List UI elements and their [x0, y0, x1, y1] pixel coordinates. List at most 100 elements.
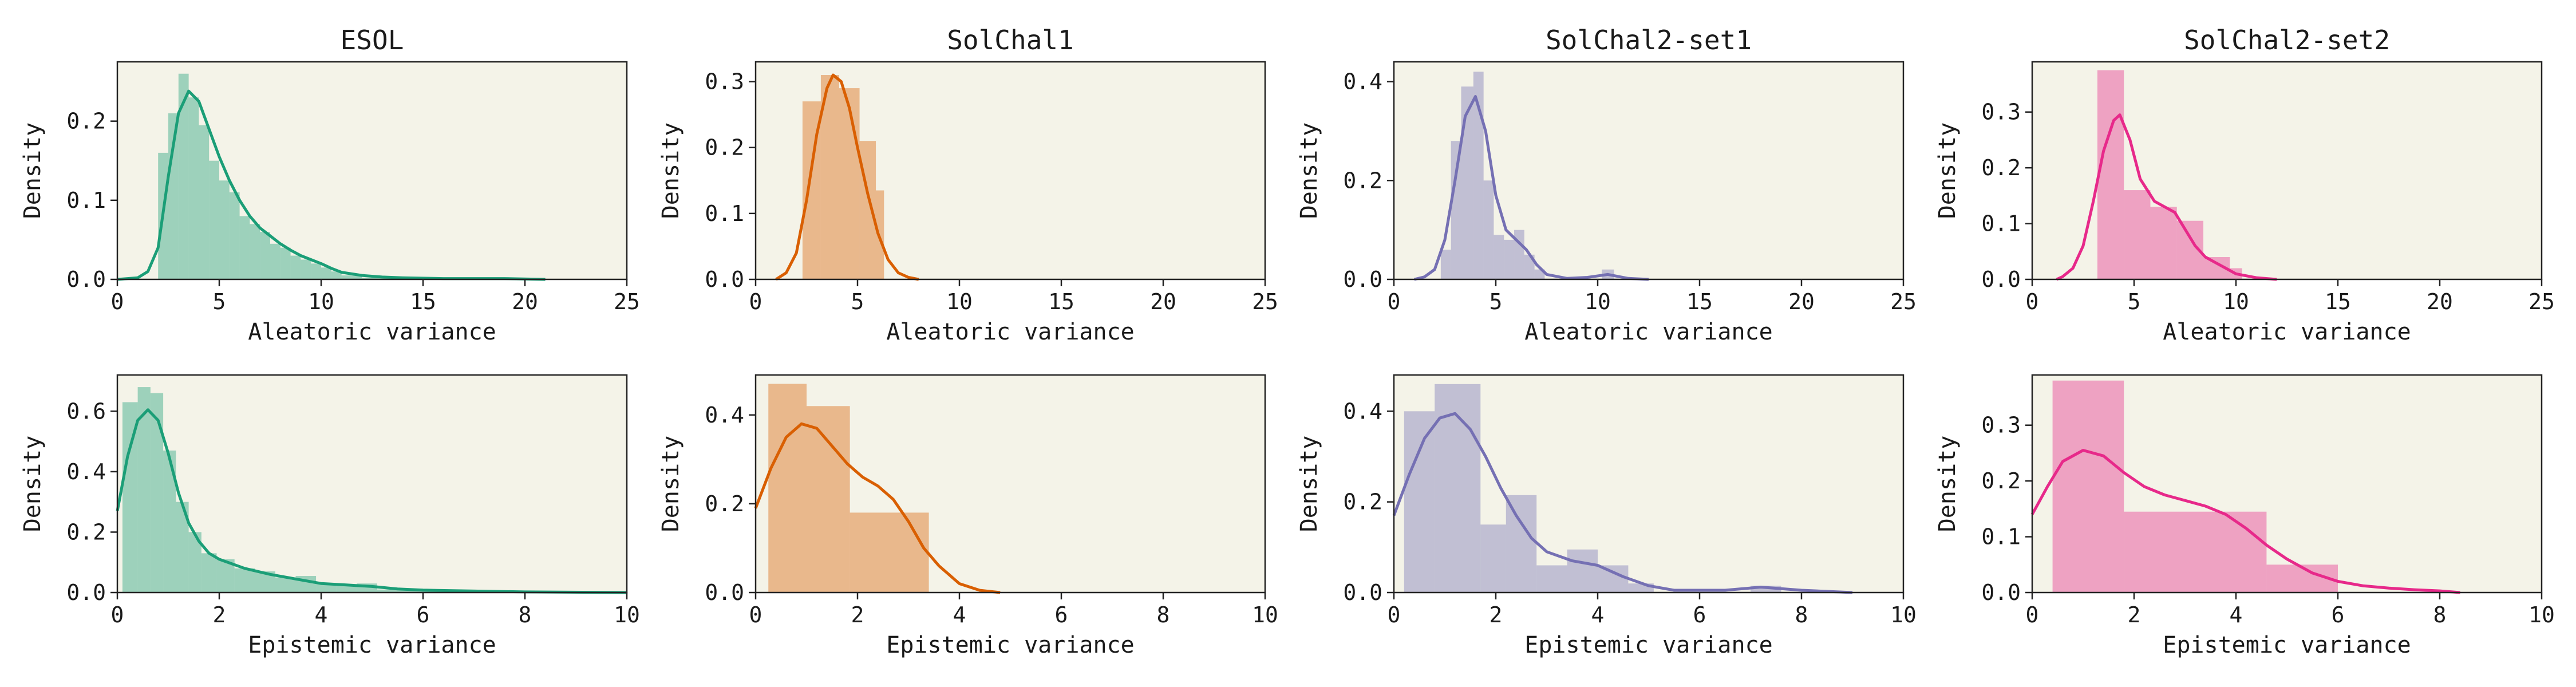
x-tick-label: 20 — [1788, 289, 1815, 314]
histogram-bar — [280, 247, 291, 279]
x-tick-label: 10 — [614, 602, 640, 627]
y-tick-label: 0.2 — [705, 135, 744, 160]
x-tick-label: 0 — [749, 602, 762, 627]
y-tick-label: 0.2 — [66, 519, 106, 544]
x-tick-label: 10 — [308, 289, 334, 314]
x-tick-label: 20 — [512, 289, 538, 314]
kde-curve — [2030, 449, 2460, 594]
y-axis-label: Density — [1934, 436, 1961, 532]
y-tick-label: 0.2 — [1981, 155, 2021, 180]
kde-curve — [2056, 113, 2277, 281]
y-axis-label: Density — [19, 436, 46, 532]
subplot-solchal2set1-epistemic: 0 2 4 6 8 10 0.0 0.2 0.4 Epistemic variance Densit… — [1296, 374, 1917, 658]
x-axis-label: Epistemic variance — [248, 632, 496, 658]
x-tick-label: 25 — [1252, 289, 1278, 314]
plot-area — [117, 375, 627, 593]
x-tick-label: 4 — [953, 602, 966, 627]
y-tick-label: 0.0 — [705, 580, 744, 605]
histogram-bar — [176, 502, 189, 593]
x-axis-label: Aleatoric variance — [1524, 319, 1772, 345]
x-tick-label: 10 — [1890, 602, 1917, 627]
subplot-esol-epistemic: 0 2 4 6 8 10 0.0 0.2 0.4 0.6 Epistemic variance Den… — [19, 374, 640, 658]
histogram-bar — [1536, 565, 1567, 593]
axes-frame — [1393, 374, 1905, 594]
histogram-bar — [1461, 86, 1473, 279]
y-axis-label: Density — [19, 123, 46, 219]
y-tick-label: 0.0 — [705, 267, 744, 292]
histogram-bar — [839, 88, 860, 279]
plot-area — [1394, 62, 1903, 279]
histogram-bar — [768, 384, 807, 593]
x-tick-label: 15 — [410, 289, 436, 314]
y-axis-label: Density — [1296, 436, 1322, 532]
y-tick-label: 0.4 — [1343, 69, 1382, 94]
x-axis-label: Aleatoric variance — [886, 319, 1134, 345]
x-tick-label: 20 — [1150, 289, 1176, 314]
x-tick-label: 6 — [1693, 602, 1706, 627]
subplot-title: ESOL — [341, 25, 404, 56]
plot-area — [1394, 375, 1903, 593]
x-tick-label: 6 — [1055, 602, 1068, 627]
kde-curve — [775, 73, 919, 281]
histogram-bar — [270, 243, 280, 279]
y-axis-label: Density — [1934, 123, 1961, 219]
x-tick-label: 8 — [1157, 602, 1170, 627]
axes-frame — [1393, 61, 1905, 281]
histogram-bar — [2150, 207, 2177, 279]
axes-frame — [2031, 61, 2543, 281]
histogram-bar — [1494, 235, 1504, 279]
axes-frame — [116, 374, 628, 594]
y-tick-label: 0.4 — [1343, 398, 1382, 424]
kde-curve — [1414, 95, 1649, 281]
plot-area — [756, 375, 1265, 593]
x-tick-label: 0 — [749, 289, 762, 314]
y-tick-label: 0.1 — [1981, 211, 2021, 236]
histogram-bar — [2124, 190, 2151, 279]
histogram-bar — [402, 590, 428, 593]
kde-curve — [1392, 412, 1853, 594]
subplot-title: SolChal1 — [947, 25, 1074, 56]
x-tick-label: 4 — [1591, 602, 1605, 627]
y-tick-label: 0.0 — [1981, 580, 2021, 605]
axes-frame — [116, 61, 628, 281]
x-tick-label: 6 — [2332, 602, 2345, 627]
x-axis-label: Epistemic variance — [2163, 632, 2411, 658]
y-tick-label: 0.3 — [705, 69, 744, 94]
histogram-bar — [351, 275, 362, 279]
histogram-bar — [239, 216, 250, 279]
plot-area — [117, 62, 627, 279]
x-axis-label: Epistemic variance — [886, 632, 1134, 658]
y-axis-label: Density — [658, 436, 684, 532]
x-tick-label: 15 — [1048, 289, 1074, 314]
histogram-bar — [1435, 384, 1481, 593]
y-tick-label: 0.3 — [1981, 413, 2021, 438]
kde-curve — [116, 408, 627, 594]
axes-frame — [754, 61, 1266, 281]
histogram-bar — [341, 275, 352, 279]
histogram-bar — [377, 589, 403, 593]
y-tick-label: 0.0 — [66, 580, 106, 605]
x-tick-label: 10 — [2528, 602, 2555, 627]
histogram-bar — [1598, 565, 1629, 593]
histogram-bar — [188, 97, 199, 279]
histogram-bar — [1440, 250, 1451, 279]
x-tick-label: 2 — [213, 602, 226, 627]
histogram-bar — [1506, 495, 1537, 593]
x-axis-label: Aleatoric variance — [248, 319, 496, 345]
histogram-bar — [150, 393, 164, 593]
axes-frame — [754, 374, 1266, 594]
histogram-bar — [1404, 411, 1435, 593]
histogram-bar — [321, 267, 331, 279]
y-tick-label: 0.0 — [1981, 267, 2021, 292]
histogram-bar — [188, 532, 202, 593]
x-tick-label: 2 — [2128, 602, 2141, 627]
histogram-bar — [234, 568, 255, 593]
x-tick-label: 10 — [2223, 289, 2249, 314]
y-tick-label: 0.0 — [66, 267, 106, 292]
plot-area — [2032, 62, 2542, 279]
subplot-solchal2set2-epistemic: 0 2 4 6 8 10 0.0 0.1 0.2 0.3 Epistemic variance Den… — [1934, 374, 2555, 658]
histogram-bar — [820, 75, 839, 279]
y-tick-label: 0.2 — [1343, 489, 1382, 515]
histogram-bar — [199, 125, 210, 279]
subplot-solchal2set1-aleatoric: 0 5 10 15 20 25 0.0 0.2 0.4 Aleatoric variance Den… — [1296, 25, 1917, 345]
